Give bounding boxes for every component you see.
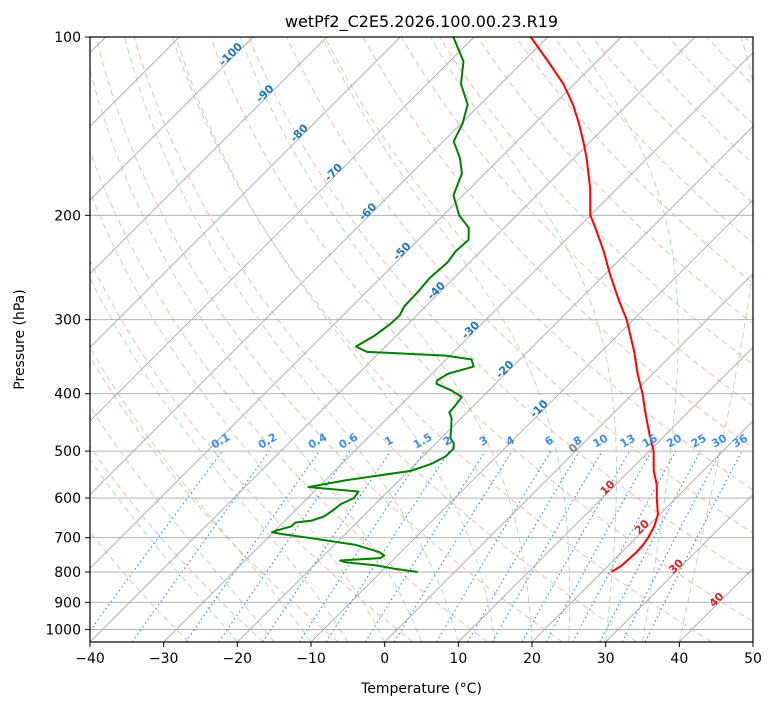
dry-adiabat-7 xyxy=(171,37,712,642)
y-tick-label-8: 200 xyxy=(54,208,81,224)
y-tick-label-4: 600 xyxy=(54,491,81,507)
y-axis-title: Pressure (hPa) xyxy=(12,289,28,389)
moist-adiabat-3 xyxy=(90,277,349,642)
moist-adiabat-10 xyxy=(429,37,617,642)
dry-adiabat-11 xyxy=(324,37,753,491)
moist-adiabat-0 xyxy=(90,458,238,642)
isotherm-15 xyxy=(384,273,753,642)
profile-line-1 xyxy=(271,37,475,574)
plot-frame xyxy=(89,36,754,643)
isotherm-7 xyxy=(90,37,401,348)
plot-area xyxy=(90,37,753,642)
mixing-ratio-line-15 xyxy=(599,450,702,642)
y-tick-label-5: 500 xyxy=(54,444,81,460)
mixing-ratio-line-5 xyxy=(298,450,425,642)
dry-adiabat-3 xyxy=(90,259,414,642)
dry-adiabat-9 xyxy=(248,37,753,578)
mixing-ratio-line-6 xyxy=(325,450,450,642)
moist-adiabat-6 xyxy=(124,37,459,642)
x-tick-label-1: −30 xyxy=(149,651,179,667)
moist-adiabat-4 xyxy=(90,190,386,642)
isotherm-9 xyxy=(90,37,548,496)
mixing-ratio-line-2 xyxy=(185,450,320,642)
y-tick-label-6: 400 xyxy=(54,387,81,403)
x-tick-label-7: 30 xyxy=(597,651,615,667)
x-axis-title: Temperature (°C) xyxy=(360,681,482,697)
x-tick-label-4: 0 xyxy=(380,651,389,667)
moist-adiabat-8 xyxy=(239,37,533,642)
x-tick-label-8: 40 xyxy=(670,651,688,667)
mixing-ratio-line-4 xyxy=(262,450,392,642)
y-tick-label-7: 300 xyxy=(54,313,81,329)
dry-adiabat-6 xyxy=(133,37,638,642)
isotherm-17 xyxy=(531,420,753,642)
dry-adiabat-10 xyxy=(286,37,753,534)
moist-adiabat-7 xyxy=(175,37,496,642)
moist-adiabat-5 xyxy=(90,67,422,642)
isotherm-8 xyxy=(90,37,475,422)
isotherm-13 xyxy=(237,125,753,642)
moist-adiabat-1 xyxy=(90,405,275,642)
profile-line-0 xyxy=(529,37,659,573)
y-tick-label-9: 100 xyxy=(54,30,81,46)
mixing-ratio-line-14 xyxy=(572,450,677,642)
y-tick-label-3: 700 xyxy=(54,531,81,547)
mixing-ratio-line-9 xyxy=(435,450,552,642)
x-tick-label-3: −10 xyxy=(296,651,326,667)
mixing-ratio-line-3 xyxy=(218,450,351,642)
dry-adiabat-5 xyxy=(95,37,563,642)
chart-title: wetPf2_C2E5.2026.100.00.23.R19 xyxy=(285,12,558,32)
isotherm-10 xyxy=(90,37,622,569)
isotherm-14 xyxy=(310,199,753,642)
isotherm-18 xyxy=(605,494,753,642)
dry-adiabat-1 xyxy=(90,445,264,642)
y-tick-label-0: 1000 xyxy=(45,622,81,638)
isotherm-12 xyxy=(163,52,753,642)
axes: −40 −30 −20 −10 0 10 20 30 40 50 1000 900 800 700 600 5… xyxy=(45,30,762,667)
isotherm-16 xyxy=(458,346,753,642)
moist-adiabat-9 xyxy=(321,37,571,642)
x-tick-label-9: 50 xyxy=(744,651,762,667)
isotherm-6 xyxy=(90,37,327,275)
dry-adiabat-8 xyxy=(210,37,753,623)
isotherm-11 xyxy=(90,37,696,642)
x-tick-label-2: −20 xyxy=(223,651,253,667)
x-tick-label-6: 20 xyxy=(523,651,541,667)
mixing-ratio-line-1 xyxy=(131,450,270,642)
isotherm-5 xyxy=(90,37,254,201)
y-tick-label-2: 800 xyxy=(54,565,81,581)
data-lines xyxy=(271,37,659,574)
x-tick-label-5: 10 xyxy=(449,651,467,667)
x-tick-label-0: −40 xyxy=(75,651,105,667)
moist-adiabat-11 xyxy=(574,37,679,642)
moist-adiabat-12 xyxy=(678,37,753,642)
y-tick-label-1: 900 xyxy=(54,595,81,611)
mixing-ratio-line-7 xyxy=(364,450,486,642)
dry-adiabat-16 xyxy=(515,37,753,284)
grid-lines xyxy=(90,37,753,642)
mixing-ratio-line-10 xyxy=(466,450,580,642)
